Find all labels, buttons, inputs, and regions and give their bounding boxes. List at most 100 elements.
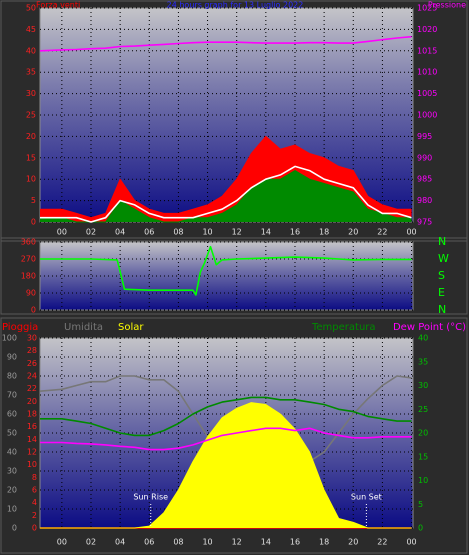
series-label: Solar <box>118 322 144 333</box>
y-tick-label: 20 <box>27 397 37 406</box>
x-tick-label: 12 <box>232 538 242 547</box>
y-tick-label: 15 <box>26 153 36 162</box>
y-tick-label: 10 <box>7 505 17 514</box>
y-tick-label: S <box>438 269 445 282</box>
y-tick-label: 80 <box>7 372 17 381</box>
x-tick-label: 18 <box>319 228 329 237</box>
y-tick-label: 985 <box>417 175 432 184</box>
y-tick-label: 40 <box>26 46 36 55</box>
y-tick-label: 10 <box>27 460 37 469</box>
y-tick-label: 25 <box>26 111 36 120</box>
x-tick-label: 18 <box>319 538 329 547</box>
y-tick-label: W <box>438 252 449 265</box>
series-label: Pressione <box>428 1 466 10</box>
series-label: Dew Point (°C) <box>393 322 466 333</box>
y-tick-label: 1005 <box>417 89 437 98</box>
y-tick-label: 2 <box>32 511 37 520</box>
y-tick-label: 35 <box>26 68 36 77</box>
x-tick-label: 22 <box>377 228 387 237</box>
x-tick-label: 20 <box>348 228 358 237</box>
y-tick-label: 0 <box>32 524 37 533</box>
y-tick-label: 70 <box>7 391 17 400</box>
x-tick-label: 14 <box>261 228 271 237</box>
x-tick-label: 04 <box>115 538 125 547</box>
y-tick-label: 1025 <box>417 4 437 13</box>
y-tick-label: 12 <box>27 448 37 457</box>
y-tick-label: 5 <box>31 196 36 205</box>
y-tick-label: N <box>438 303 446 316</box>
y-tick-label: 0 <box>12 524 17 533</box>
y-tick-label: 20 <box>26 132 36 141</box>
y-tick-label: 1000 <box>417 111 437 120</box>
panel-frame <box>0 0 468 242</box>
series-line <box>40 402 412 529</box>
y-tick-label: 8 <box>32 473 37 482</box>
x-tick-label: 00 <box>57 228 67 237</box>
y-tick-label: 0 <box>418 524 423 533</box>
y-tick-label: 45 <box>26 25 36 34</box>
y-tick-label: 16 <box>27 422 37 431</box>
y-tick-label: 25 <box>418 405 428 414</box>
panel-frame <box>0 237 468 315</box>
y-tick-label: 975 <box>417 218 432 227</box>
series-line <box>40 396 412 437</box>
x-tick-label: 10 <box>202 228 212 237</box>
y-tick-label: 30 <box>27 334 37 343</box>
series-line <box>40 165 412 223</box>
x-tick-label: 08 <box>173 538 183 547</box>
y-tick-label: 20 <box>7 486 17 495</box>
x-tick-label: 00 <box>57 538 67 547</box>
marks: Sun Rise Sun Set <box>39 7 413 529</box>
x-tick-label: 06 <box>144 538 154 547</box>
x-tick-label: 14 <box>261 538 271 547</box>
y-tick-label: 270 <box>21 255 36 264</box>
series-line <box>40 245 412 296</box>
y-tick-label: 24 <box>27 372 37 381</box>
x-tick-label: 12 <box>232 228 242 237</box>
y-tick-label: 90 <box>7 353 17 362</box>
x-tick-label: 08 <box>173 228 183 237</box>
y-tick-label: 22 <box>27 384 37 393</box>
annotation: Sun Set <box>351 493 382 502</box>
x-tick-label: 04 <box>115 228 125 237</box>
y-tick-label: 990 <box>417 153 432 162</box>
y-tick-label: 50 <box>26 4 36 13</box>
y-tick-label: 35 <box>418 357 428 366</box>
y-tick-label: 20 <box>418 429 428 438</box>
y-tick-label: 26 <box>27 359 37 368</box>
y-tick-label: 15 <box>418 452 428 461</box>
y-tick-label: 50 <box>7 429 17 438</box>
x-tick-label: 16 <box>290 538 300 547</box>
y-tick-label: 0 <box>31 218 36 227</box>
x-tick-label: 00 <box>406 228 416 237</box>
x-tick-label: 02 <box>86 228 96 237</box>
y-tick-label: 40 <box>418 334 428 343</box>
y-tick-label: 5 <box>418 500 423 509</box>
y-tick-label: N <box>438 235 446 248</box>
y-tick-label: 30 <box>7 467 17 476</box>
x-tick-label: 00 <box>406 538 416 547</box>
x-tick-label: 02 <box>86 538 96 547</box>
y-tick-label: E <box>438 286 445 299</box>
y-tick-label: 40 <box>7 448 17 457</box>
y-tick-label: 0 <box>31 306 36 315</box>
x-tick-label: 16 <box>290 228 300 237</box>
y-tick-label: 10 <box>26 175 36 184</box>
series-label: Temperatura <box>311 322 376 333</box>
y-tick-label: 28 <box>27 346 37 355</box>
series-line <box>39 35 412 52</box>
area-fill <box>40 170 412 222</box>
y-tick-label: 90 <box>26 289 36 298</box>
y-tick-label: 180 <box>21 272 36 281</box>
x-tick-label: 20 <box>348 538 358 547</box>
y-tick-label: 1015 <box>417 46 437 55</box>
y-tick-label: 1010 <box>417 68 437 77</box>
y-tick-label: 980 <box>417 196 432 205</box>
y-tick-label: 30 <box>26 89 36 98</box>
y-tick-label: 30 <box>418 381 428 390</box>
y-tick-label: 6 <box>32 486 37 495</box>
panel-frame <box>0 317 468 554</box>
y-tick-label: 360 <box>21 238 36 247</box>
series-label: Umidita <box>64 322 103 333</box>
